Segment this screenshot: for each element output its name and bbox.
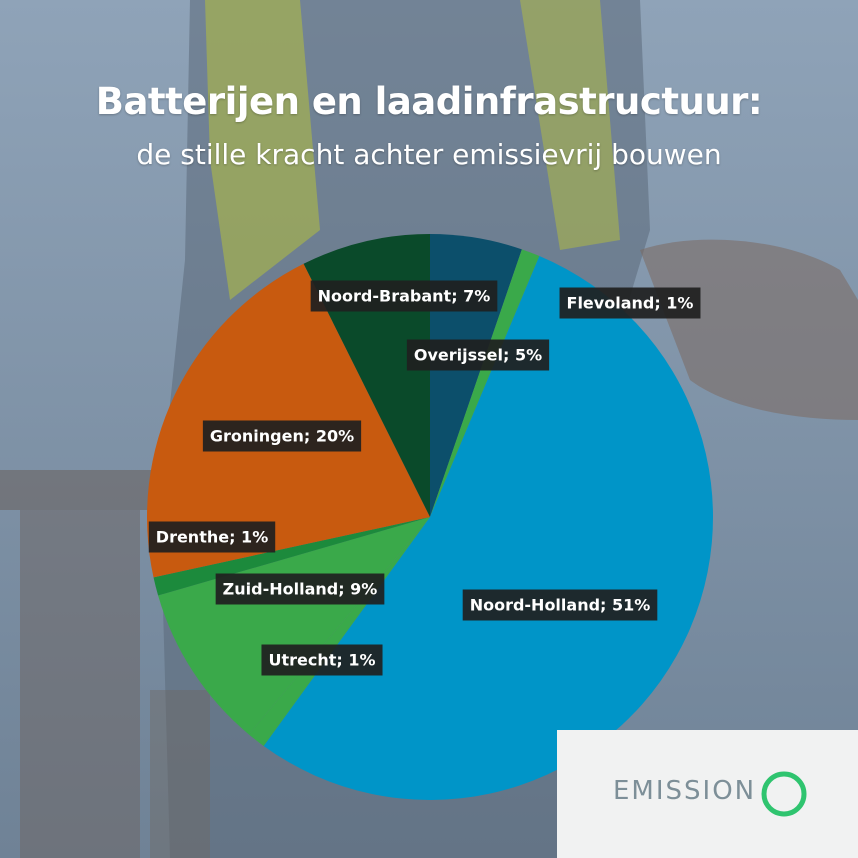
- brand-ring-icon: [761, 771, 807, 817]
- slice-label-box: [406, 339, 550, 371]
- slice-label: Groningen; 20%: [202, 420, 362, 452]
- slice-label: Overijssel; 5%: [406, 339, 550, 371]
- slice-label-text: Utrecht; 1%: [268, 651, 375, 670]
- slice-label-text: Groningen; 20%: [210, 427, 354, 446]
- slice-label: Utrecht; 1%: [261, 644, 383, 676]
- slice-label-box: [559, 287, 701, 319]
- pie-slices: [147, 234, 713, 800]
- slice-label-box: [215, 573, 385, 605]
- slice-label: Zuid-Holland; 9%: [215, 573, 385, 605]
- slice-label-box: [261, 644, 383, 676]
- slice-label-box: [462, 589, 658, 621]
- brand-logo-text: EMISSION: [613, 776, 757, 806]
- pie-labels: Overijssel; 5% Flevoland; 1% Noord-Holland…: [148, 280, 701, 676]
- page-subtitle: de stille kracht achter emissievrij bouw…: [136, 138, 722, 171]
- slice-label: Noord-Holland; 51%: [462, 589, 658, 621]
- slice-label-box: [310, 280, 498, 312]
- slice-label-text: Drenthe; 1%: [156, 528, 268, 547]
- slice-label: Flevoland; 1%: [559, 287, 701, 319]
- slice-label-text: Noord-Holland; 51%: [470, 596, 651, 615]
- slice-label-text: Overijssel; 5%: [414, 346, 542, 365]
- pie-slice: [248, 517, 430, 746]
- pie-slice: [158, 517, 431, 735]
- slice-label-box: [148, 521, 276, 553]
- pie-slice: [430, 249, 540, 517]
- slice-label: Noord-Brabant; 7%: [310, 280, 498, 312]
- slice-label: Drenthe; 1%: [148, 521, 276, 553]
- page-title: Batterijen en laadinfrastructuur:: [95, 80, 763, 123]
- brand-box: EMISSION: [557, 730, 858, 858]
- slice-label-text: Noord-Brabant; 7%: [318, 287, 491, 306]
- slice-label-text: Flevoland; 1%: [567, 294, 694, 313]
- slice-label-box: [202, 420, 362, 452]
- slice-label-text: Zuid-Holland; 9%: [223, 580, 378, 599]
